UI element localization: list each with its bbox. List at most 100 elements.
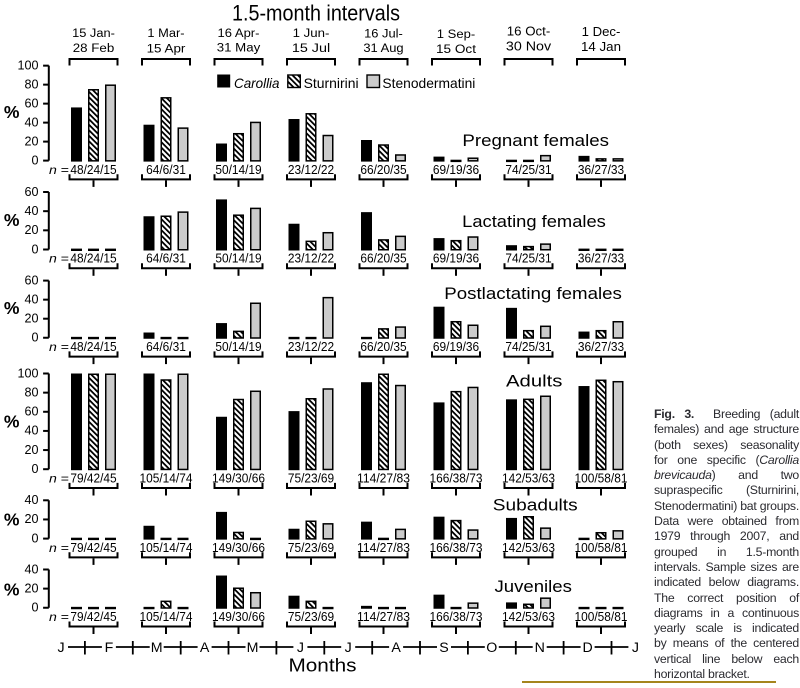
svg-text:60: 60 bbox=[25, 273, 39, 287]
svg-text:105/14/74: 105/14/74 bbox=[140, 540, 193, 555]
svg-text:60: 60 bbox=[25, 96, 39, 110]
svg-text:Postlactating females: Postlactating females bbox=[444, 285, 622, 303]
svg-text:J: J bbox=[57, 640, 64, 656]
svg-text:Pregnant females: Pregnant females bbox=[462, 132, 609, 150]
svg-text:n =: n = bbox=[49, 340, 69, 354]
svg-text:114/27/83: 114/27/83 bbox=[357, 540, 410, 555]
svg-text:40: 40 bbox=[25, 562, 39, 576]
svg-text:100: 100 bbox=[18, 366, 39, 380]
svg-text:75/23/69: 75/23/69 bbox=[288, 609, 334, 624]
svg-text:105/14/74: 105/14/74 bbox=[140, 609, 193, 624]
svg-text:%: % bbox=[4, 298, 20, 318]
svg-text:1 Dec-: 1 Dec- bbox=[582, 24, 621, 39]
svg-text:48/24/15: 48/24/15 bbox=[70, 251, 116, 266]
svg-text:A: A bbox=[391, 640, 401, 656]
svg-text:149/30/66: 149/30/66 bbox=[212, 470, 265, 485]
svg-text:149/30/66: 149/30/66 bbox=[212, 609, 265, 624]
svg-text:75/23/69: 75/23/69 bbox=[288, 470, 334, 485]
svg-text:40: 40 bbox=[25, 424, 39, 438]
svg-text:36/27/33: 36/27/33 bbox=[578, 162, 624, 177]
svg-text:n =: n = bbox=[49, 610, 69, 624]
svg-text:66/20/35: 66/20/35 bbox=[360, 339, 406, 354]
svg-text:%: % bbox=[4, 580, 20, 600]
svg-text:16 Oct-: 16 Oct- bbox=[507, 24, 551, 39]
svg-text:60: 60 bbox=[25, 185, 39, 199]
svg-text:166/38/73: 166/38/73 bbox=[430, 470, 483, 485]
svg-text:66/20/35: 66/20/35 bbox=[360, 251, 406, 266]
svg-text:40: 40 bbox=[25, 115, 39, 129]
svg-text:0: 0 bbox=[32, 531, 39, 545]
svg-text:166/38/73: 166/38/73 bbox=[430, 540, 483, 555]
svg-text:66/20/35: 66/20/35 bbox=[360, 162, 406, 177]
svg-text:40: 40 bbox=[25, 493, 39, 507]
svg-text:N: N bbox=[535, 640, 545, 656]
svg-text:0: 0 bbox=[32, 601, 39, 615]
svg-text:J: J bbox=[297, 640, 304, 656]
svg-text:142/53/63: 142/53/63 bbox=[502, 609, 555, 624]
svg-text:100: 100 bbox=[18, 59, 39, 73]
svg-text:1 Jun-: 1 Jun- bbox=[293, 28, 330, 40]
svg-text:80: 80 bbox=[25, 77, 39, 91]
svg-text:20: 20 bbox=[25, 512, 39, 526]
svg-text:0: 0 bbox=[32, 462, 39, 476]
svg-text:Months: Months bbox=[289, 656, 357, 676]
svg-text:J: J bbox=[345, 640, 352, 656]
svg-text:69/19/36: 69/19/36 bbox=[433, 339, 479, 354]
svg-text:50/14/19: 50/14/19 bbox=[215, 339, 261, 354]
svg-text:149/30/66: 149/30/66 bbox=[212, 540, 265, 555]
svg-text:A: A bbox=[200, 640, 210, 656]
svg-text:79/42/45: 79/42/45 bbox=[70, 470, 116, 485]
svg-text:64/6/31: 64/6/31 bbox=[146, 162, 186, 177]
svg-text:20: 20 bbox=[25, 134, 39, 148]
svg-text:14 Jan: 14 Jan bbox=[581, 39, 621, 54]
svg-text:31 May: 31 May bbox=[217, 43, 261, 55]
svg-text:64/6/31: 64/6/31 bbox=[146, 251, 186, 266]
svg-text:15 Jan-: 15 Jan- bbox=[72, 28, 115, 40]
svg-text:100/58/81: 100/58/81 bbox=[575, 540, 628, 555]
svg-text:15 Jul: 15 Jul bbox=[292, 43, 330, 55]
svg-text:15 Apr: 15 Apr bbox=[147, 43, 186, 55]
svg-text:1 Mar-: 1 Mar- bbox=[147, 28, 184, 40]
svg-text:80: 80 bbox=[25, 385, 39, 399]
svg-text:28 Feb: 28 Feb bbox=[73, 43, 115, 55]
svg-text:n =: n = bbox=[49, 541, 69, 555]
svg-text:20: 20 bbox=[25, 312, 39, 326]
svg-text:79/42/45: 79/42/45 bbox=[70, 609, 116, 624]
svg-text:50/14/19: 50/14/19 bbox=[215, 162, 261, 177]
svg-text:36/27/33: 36/27/33 bbox=[578, 251, 624, 266]
svg-text:20: 20 bbox=[25, 443, 39, 457]
svg-text:D: D bbox=[582, 640, 592, 656]
svg-text:20: 20 bbox=[25, 581, 39, 595]
svg-text:F: F bbox=[105, 640, 114, 656]
svg-text:Sturnirini: Sturnirini bbox=[304, 76, 359, 91]
svg-text:36/27/33: 36/27/33 bbox=[578, 339, 624, 354]
svg-text:n =: n = bbox=[49, 471, 69, 485]
svg-text:40: 40 bbox=[25, 293, 39, 307]
svg-text:16 Apr-: 16 Apr- bbox=[218, 28, 260, 40]
svg-text:48/24/15: 48/24/15 bbox=[70, 162, 116, 177]
svg-text:105/14/74: 105/14/74 bbox=[140, 470, 193, 485]
svg-text:Subadults: Subadults bbox=[493, 497, 578, 515]
svg-text:0: 0 bbox=[32, 242, 39, 256]
svg-text:n =: n = bbox=[49, 163, 69, 177]
svg-text:100/58/81: 100/58/81 bbox=[575, 609, 628, 624]
svg-text:Carollia: Carollia bbox=[234, 76, 280, 91]
svg-text:Stenodermatini: Stenodermatini bbox=[382, 76, 475, 91]
svg-text:64/6/31: 64/6/31 bbox=[146, 339, 186, 354]
svg-text:75/23/69: 75/23/69 bbox=[288, 540, 334, 555]
svg-text:69/19/36: 69/19/36 bbox=[433, 162, 479, 177]
svg-text:30 Nov: 30 Nov bbox=[506, 38, 552, 53]
svg-text:16 Jul-: 16 Jul- bbox=[364, 28, 403, 40]
svg-text:S: S bbox=[439, 640, 448, 656]
svg-text:15 Oct: 15 Oct bbox=[436, 42, 477, 56]
svg-text:50/14/19: 50/14/19 bbox=[215, 251, 261, 266]
svg-text:114/27/83: 114/27/83 bbox=[357, 470, 410, 485]
svg-text:74/25/31: 74/25/31 bbox=[505, 162, 551, 177]
svg-text:74/25/31: 74/25/31 bbox=[505, 339, 551, 354]
svg-text:%: % bbox=[4, 412, 20, 432]
svg-text:M: M bbox=[151, 640, 163, 656]
svg-text:142/53/63: 142/53/63 bbox=[502, 470, 555, 485]
svg-text:23/12/22: 23/12/22 bbox=[288, 339, 334, 354]
svg-text:Lactating females: Lactating females bbox=[462, 213, 606, 231]
svg-text:166/38/73: 166/38/73 bbox=[430, 609, 483, 624]
